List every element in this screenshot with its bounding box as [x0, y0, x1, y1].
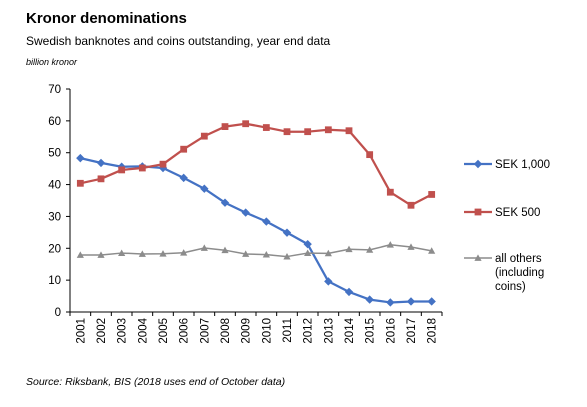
- legend-marker-2: [474, 208, 482, 216]
- x-tick-label: 2016: [385, 318, 397, 344]
- data-point-s2: [159, 160, 167, 168]
- y-tick-label: 40: [48, 180, 61, 192]
- data-point-s1: [406, 297, 416, 306]
- x-tick-label: 2011: [282, 318, 294, 343]
- data-point-s1: [76, 153, 85, 163]
- data-point-s2: [118, 166, 126, 174]
- y-tick-label: 10: [48, 275, 61, 287]
- x-tick-label: 2001: [75, 318, 87, 344]
- legend-label-3: all others (including coins): [495, 253, 544, 293]
- series-line-2: [80, 122, 433, 207]
- data-point-s3: [428, 247, 436, 254]
- data-point-s2: [304, 128, 312, 136]
- data-point-s3: [76, 251, 84, 258]
- unit-label: billion kronor: [26, 57, 78, 67]
- y-tick-label: 70: [48, 84, 61, 96]
- series-line-1: [80, 157, 432, 304]
- data-point-s2: [407, 201, 415, 209]
- data-point-s2: [180, 145, 188, 153]
- data-point-s3: [118, 249, 126, 256]
- data-point-s2: [200, 132, 208, 140]
- x-tick-label: 2002: [96, 318, 108, 344]
- x-tick-label: 2005: [158, 318, 170, 344]
- data-point-s3: [304, 249, 312, 256]
- data-point-s2: [386, 188, 394, 196]
- x-tick-label: 2010: [261, 318, 273, 344]
- series-line-3: [80, 244, 432, 258]
- data-point-s1: [324, 277, 333, 286]
- x-tick-label: 2006: [179, 318, 191, 344]
- data-point-s1: [220, 198, 230, 207]
- data-point-s3: [366, 246, 374, 253]
- data-point-s1: [282, 228, 292, 237]
- data-point-s2: [242, 120, 250, 128]
- data-point-s2: [366, 151, 374, 159]
- y-tick-label: 0: [55, 307, 61, 319]
- data-point-s2: [138, 164, 146, 172]
- data-point-s3: [407, 243, 415, 250]
- x-tick-label: 2009: [241, 318, 253, 344]
- data-point-s3: [159, 250, 167, 257]
- data-point-s2: [324, 126, 332, 134]
- x-tick-label: 2015: [365, 318, 377, 344]
- data-point-s3: [97, 251, 105, 258]
- y-tick-label: 30: [48, 211, 61, 223]
- x-tick-label: 2018: [427, 318, 439, 344]
- x-tick-label: 2008: [220, 318, 232, 344]
- data-point-s3: [324, 249, 332, 257]
- data-point-s3: [180, 249, 188, 256]
- data-point-s2: [345, 127, 353, 135]
- x-tick-label: 2013: [323, 318, 335, 344]
- y-tick-label: 60: [48, 116, 61, 128]
- data-point-s1: [344, 287, 354, 297]
- data-point-s3: [138, 250, 146, 257]
- chart-subtitle: Swedish banknotes and coins outstanding,…: [26, 34, 331, 48]
- source-note: Source: Riksbank, BIS (2018 uses end of …: [26, 376, 286, 388]
- data-point-s1: [365, 295, 374, 304]
- x-tick-label: 2003: [117, 318, 129, 344]
- legend-label-2: SEK 500: [495, 207, 540, 219]
- x-tick-label: 2014: [344, 317, 356, 343]
- x-tick-label: 2012: [303, 318, 315, 344]
- y-tick-label: 20: [48, 243, 61, 255]
- chart-title: Kronor denominations: [26, 10, 187, 27]
- data-point-s3: [200, 244, 208, 251]
- data-point-s1: [427, 297, 436, 306]
- data-point-s1: [262, 217, 271, 226]
- data-point-s2: [76, 179, 84, 187]
- data-point-s1: [303, 239, 312, 249]
- x-tick-label: 2017: [406, 318, 418, 344]
- data-point-s3: [345, 245, 353, 253]
- data-point-s2: [428, 191, 436, 198]
- legend-marker-3: [474, 254, 482, 261]
- data-point-s1: [241, 208, 250, 217]
- data-point-s3: [386, 241, 394, 248]
- data-point-s2: [97, 175, 105, 183]
- data-point-s2: [283, 128, 291, 136]
- data-point-s1: [386, 298, 395, 307]
- data-point-s3: [242, 250, 250, 257]
- data-point-s1: [200, 184, 209, 193]
- data-point-s3: [283, 252, 291, 260]
- legend-marker-1: [473, 159, 483, 169]
- data-point-s3: [221, 246, 229, 254]
- y-tick-label: 50: [48, 148, 61, 160]
- data-point-s1: [179, 173, 188, 183]
- legend-label-1: SEK 1,000: [495, 159, 550, 171]
- x-tick-label: 2004: [137, 317, 149, 343]
- data-point-s1: [96, 158, 106, 168]
- x-tick-label: 2007: [199, 318, 211, 344]
- data-point-s2: [262, 124, 270, 131]
- data-point-s2: [221, 123, 229, 130]
- data-point-s3: [262, 251, 270, 258]
